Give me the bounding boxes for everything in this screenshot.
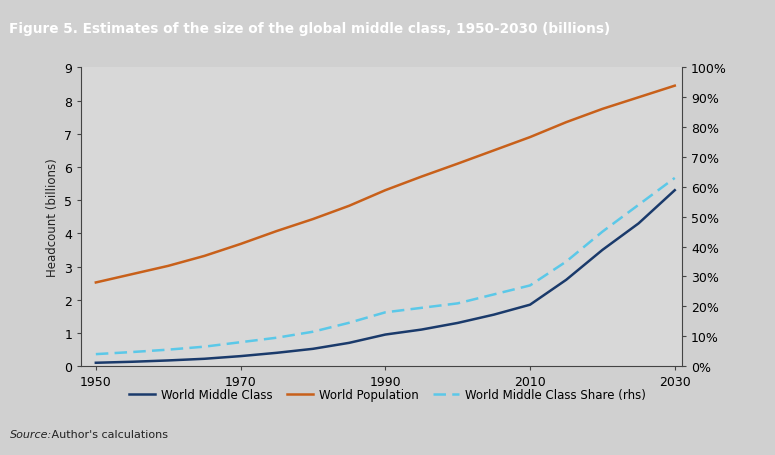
- Y-axis label: Headcount (billions): Headcount (billions): [46, 158, 59, 277]
- Text: Figure 5. Estimates of the size of the global middle class, 1950-2030 (billions): Figure 5. Estimates of the size of the g…: [9, 22, 611, 36]
- Text: Source:: Source:: [10, 429, 53, 439]
- Text: Author's calculations: Author's calculations: [48, 429, 168, 439]
- Legend: World Middle Class, World Population, World Middle Class Share (rhs): World Middle Class, World Population, Wo…: [125, 384, 650, 406]
